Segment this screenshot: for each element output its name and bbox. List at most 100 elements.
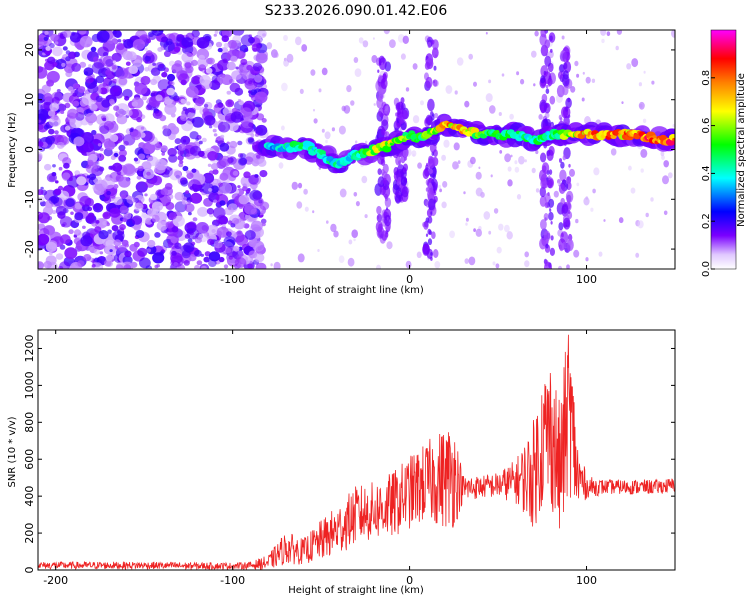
noise-blob — [348, 239, 353, 245]
noise-blob — [386, 241, 393, 250]
noise-blob — [217, 74, 227, 83]
streak-blob — [425, 233, 429, 237]
noise-blob — [189, 145, 202, 156]
noise-blob — [207, 163, 212, 167]
noise-blob — [217, 121, 231, 133]
noise-blob — [621, 101, 624, 104]
noise-blob — [61, 172, 71, 180]
noise-blob — [38, 153, 43, 161]
noise-blob — [154, 163, 166, 174]
noise-blob — [99, 251, 104, 255]
noise-blob — [203, 115, 216, 126]
noise-blob — [194, 264, 200, 269]
noise-blob — [93, 248, 101, 255]
noise-blob — [146, 248, 152, 253]
noise-blob — [143, 47, 148, 51]
noise-blob — [230, 111, 244, 123]
y-tick-label: 0 — [23, 567, 36, 574]
noise-blob — [137, 247, 148, 257]
noise-blob — [248, 138, 255, 145]
noise-blob — [187, 238, 193, 243]
noise-blob — [463, 191, 466, 195]
streak-blob — [544, 202, 549, 209]
streak-blob — [377, 215, 380, 219]
snr-frame — [37, 329, 676, 571]
noise-blob — [516, 71, 520, 76]
noise-blob — [266, 42, 273, 50]
noise-blob — [141, 161, 152, 171]
noise-blob — [585, 196, 589, 200]
noise-blob — [171, 226, 179, 233]
noise-blob — [78, 30, 87, 35]
noise-blob — [231, 30, 245, 36]
noise-blob — [125, 61, 131, 66]
streak-blob — [558, 222, 564, 231]
noise-blob — [47, 110, 56, 117]
noise-blob — [220, 47, 229, 55]
noise-blob — [164, 103, 177, 115]
noise-blob — [44, 200, 54, 209]
noise-blob — [90, 46, 97, 52]
noise-blob — [227, 220, 233, 225]
streak-blob — [567, 239, 572, 246]
noise-blob — [576, 182, 580, 187]
ridge-point — [319, 150, 326, 156]
streak-blob — [381, 128, 386, 136]
noise-blob — [174, 242, 182, 249]
noise-blob — [231, 70, 243, 80]
noise-blob — [273, 261, 281, 269]
noise-blob — [160, 188, 169, 196]
noise-blob — [561, 35, 565, 40]
noise-blob — [41, 84, 51, 94]
x-tick-label: 0 — [406, 574, 413, 587]
snr-series-line — [38, 334, 675, 570]
noise-blob — [116, 171, 122, 176]
noise-blob — [63, 30, 72, 38]
colorbar-ticks: 0.0 0.2 0.4 0.6 0.8 — [701, 70, 715, 277]
noise-blob — [553, 190, 559, 198]
noise-blob — [198, 54, 205, 61]
noise-blob — [281, 82, 288, 92]
streak-blob — [386, 112, 389, 116]
noise-blob — [493, 208, 499, 214]
noise-blob — [531, 167, 536, 174]
noise-blob — [229, 140, 238, 149]
noise-blob — [195, 222, 209, 234]
noise-blob — [149, 193, 158, 201]
x-tick-label: 100 — [576, 273, 597, 286]
noise-blob — [97, 143, 102, 147]
noise-blob — [237, 185, 241, 189]
noise-blob — [663, 210, 668, 216]
noise-blob — [179, 160, 184, 164]
streak-blob — [563, 62, 568, 70]
noise-blob — [195, 137, 199, 141]
noise-blob — [169, 125, 180, 135]
streak-blob — [545, 118, 552, 129]
noise-blob — [197, 206, 209, 217]
noise-blob — [405, 87, 410, 92]
noise-blob — [59, 234, 71, 245]
noise-blob — [259, 201, 270, 211]
noise-blob — [488, 230, 492, 235]
noise-blob — [176, 43, 180, 47]
noise-blob — [219, 200, 226, 206]
streak-blob — [400, 102, 406, 111]
noise-blob — [583, 197, 590, 206]
streak-blob — [427, 188, 435, 201]
noise-blob — [79, 195, 92, 207]
noise-blob — [235, 50, 245, 59]
noise-blob — [248, 90, 252, 94]
colorbar-tick-label: 0.8 — [701, 70, 712, 86]
noise-blob — [102, 55, 115, 68]
streak-blob — [544, 259, 549, 267]
noise-blob — [112, 162, 123, 172]
noise-blob — [205, 67, 213, 74]
noise-blob — [341, 105, 346, 112]
noise-blob — [201, 182, 214, 194]
streak-blob — [384, 231, 389, 238]
noise-blob — [129, 128, 134, 133]
noise-blob — [89, 77, 95, 83]
noise-blob — [236, 188, 245, 196]
noise-blob — [383, 30, 390, 35]
noise-blob — [144, 193, 148, 197]
